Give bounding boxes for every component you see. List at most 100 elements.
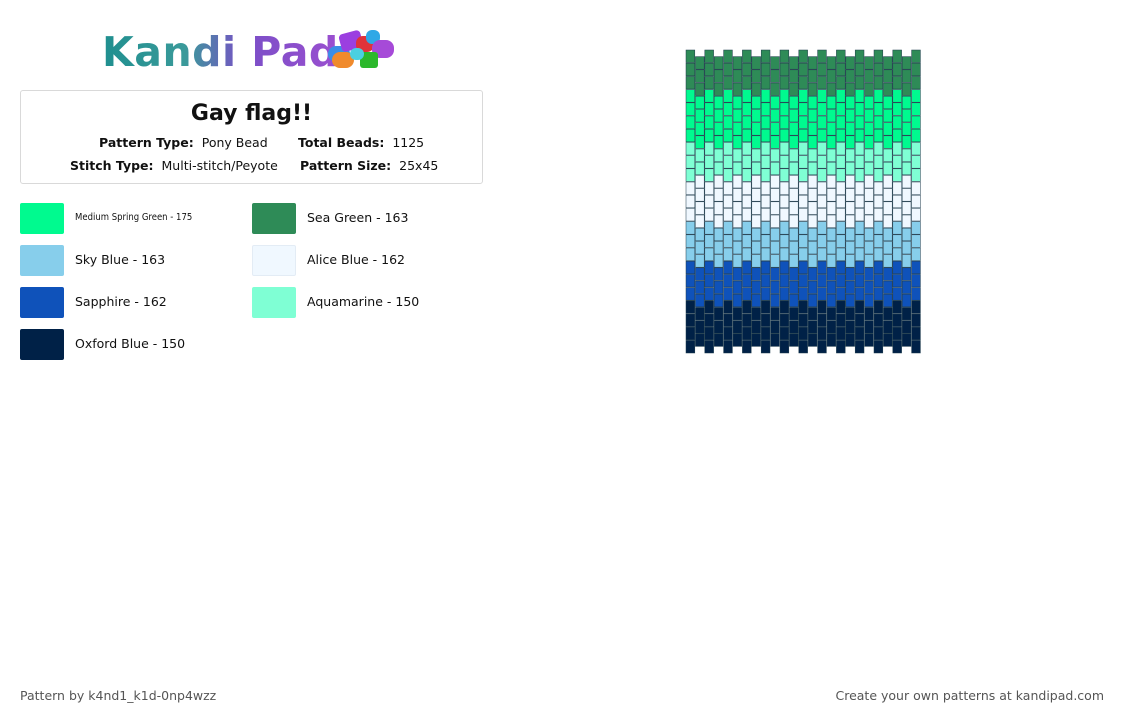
bead [732,293,743,308]
bead [854,128,865,143]
bead [798,234,808,248]
bead [685,102,696,116]
bead [695,161,705,176]
bead [883,175,893,189]
bead [845,214,855,228]
bead [770,95,780,110]
bead [836,181,846,195]
bead [704,194,714,209]
bead [779,155,790,169]
kandipad-link[interactable]: Create your own patterns at kandipad.com [835,688,1104,703]
bead [751,69,761,83]
bead [826,214,837,228]
bead [779,234,790,248]
bead [789,148,799,162]
bead [742,89,752,103]
bead [854,340,865,354]
bead [751,148,761,162]
bead [789,109,799,123]
bead [845,161,855,176]
legend-label: Sky Blue - 163 [75,252,166,267]
bead [770,122,780,136]
bead [798,208,808,222]
bead [685,194,696,209]
bead [685,49,696,63]
bead [751,122,761,136]
bead [817,128,827,143]
bead [732,95,743,110]
bead [713,241,724,255]
bead [723,76,733,90]
legend-label: Medium Spring Green - 175 [75,212,193,223]
bead [826,188,837,202]
bead [883,293,893,308]
bead [723,62,733,77]
bead [685,208,696,222]
bead [826,95,837,110]
bead [779,142,790,156]
bead [883,95,893,110]
bead [817,142,827,156]
bead [892,247,902,261]
bead [845,307,855,321]
bead [798,274,808,288]
bead-pattern-grid [685,49,921,354]
bead [742,102,752,116]
bead [911,76,921,90]
bead [704,115,714,129]
bead [685,287,696,301]
bead [732,254,743,268]
bead [770,161,780,176]
bead [864,95,874,110]
bead [798,287,808,301]
bead [789,135,799,149]
bead [854,274,865,288]
bead [779,274,790,288]
bead [798,260,808,275]
bead [789,241,799,255]
bead [807,69,818,83]
bead [713,95,724,110]
bead [770,280,780,294]
bead [854,300,865,314]
bead [826,227,837,242]
bead [798,128,808,143]
bead [704,287,714,301]
bead [732,333,743,347]
bead [751,82,761,96]
bead [723,260,733,275]
bead [779,181,790,195]
bead [892,128,902,143]
bead [836,287,846,301]
bead [723,194,733,209]
bead [732,109,743,123]
bead [704,168,714,182]
bead [836,247,846,261]
legend-label: Alice Blue - 162 [307,252,406,267]
bead [779,221,790,235]
bead [864,175,874,189]
bead [864,214,874,228]
bead [826,109,837,123]
bead [901,267,912,281]
bead [760,194,771,209]
bead [685,128,696,143]
bead [798,221,808,235]
bead [873,155,884,169]
pattern-type-row: Pattern Type: Pony Bead [99,135,268,150]
bead [770,148,780,162]
bead [798,326,808,341]
bead [901,241,912,255]
bead [704,128,714,143]
bead [770,56,780,70]
bead [911,260,921,275]
bead [770,188,780,202]
bead [807,161,818,176]
bead [779,128,790,143]
bead [779,326,790,341]
bead [854,155,865,169]
kandi-pad-logo[interactable]: Kandi Pad [102,26,402,78]
bead [770,227,780,242]
bead [723,274,733,288]
bead [864,188,874,202]
